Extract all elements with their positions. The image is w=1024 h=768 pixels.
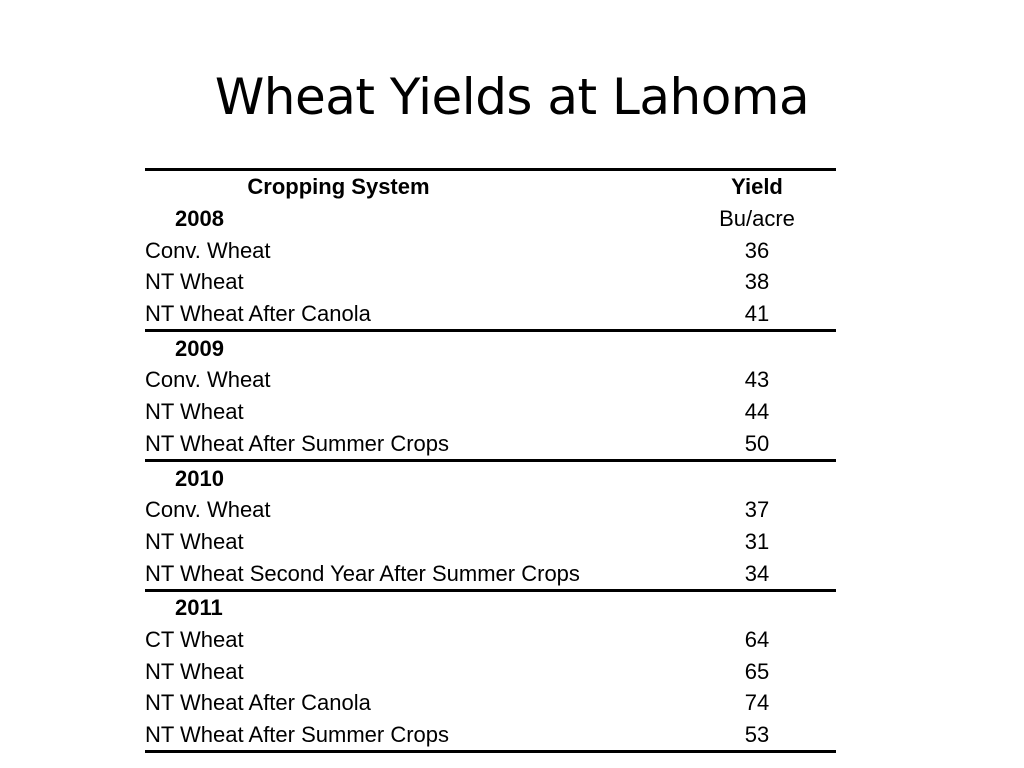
cropping-system-cell: NT Wheat After Summer Crops xyxy=(145,427,682,463)
yield-cell: 74 xyxy=(744,690,770,716)
yield-cell: 53 xyxy=(682,718,836,754)
table-row: NT Wheat 38 xyxy=(145,266,836,298)
year-label: 2009 xyxy=(175,335,224,361)
yield-cell: 50 xyxy=(682,427,836,463)
table-row: Conv. Wheat 37 xyxy=(145,494,836,526)
yield-cell: 44 xyxy=(744,399,770,425)
table-body: 2008 Bu/acre Conv. Wheat 36 NT Wheat 38 NT Whe… xyxy=(145,203,836,754)
table-row: NT Wheat Second Year After Summer Crops 3… xyxy=(145,557,836,592)
table-row: NT Wheat 44 xyxy=(145,396,836,428)
yield-cell: 31 xyxy=(744,528,770,554)
table-row: Conv. Wheat 43 xyxy=(145,364,836,396)
yield-unit: Bu/acre xyxy=(719,206,795,232)
year-row: 2011 xyxy=(145,590,836,623)
cropping-system-cell: NT Wheat xyxy=(145,269,244,295)
table-row: NT Wheat After Summer Crops 50 xyxy=(145,427,836,463)
header-cropping-system: Cropping System xyxy=(247,174,430,200)
header-yield: Yield xyxy=(731,174,783,200)
table-row: NT Wheat After Summer Crops 53 xyxy=(145,718,836,754)
table-row: NT Wheat After Canola 74 xyxy=(145,687,836,719)
cropping-system-cell: NT Wheat Second Year After Summer Crops xyxy=(145,557,682,592)
header-row: Cropping System Yield xyxy=(145,170,836,203)
table-row: CT Wheat 64 xyxy=(145,624,836,656)
cropping-system-cell: NT Wheat xyxy=(145,528,244,554)
yield-cell: 37 xyxy=(744,497,770,523)
year-label: 2010 xyxy=(175,465,224,491)
cropping-system-cell: Conv. Wheat xyxy=(145,237,271,263)
year-row: 2008 Bu/acre xyxy=(145,203,836,235)
yield-cell: 41 xyxy=(682,297,836,333)
cropping-system-cell: CT Wheat xyxy=(145,626,244,652)
cropping-system-cell: Conv. Wheat xyxy=(145,497,271,523)
yield-table-container: Cropping System Yield 2008 Bu/acre Conv. W… xyxy=(145,168,836,754)
yield-table: Cropping System Yield 2008 Bu/acre Conv. W… xyxy=(145,168,836,754)
yield-cell: 36 xyxy=(744,237,770,263)
yield-cell: 43 xyxy=(744,367,770,393)
cropping-system-cell: NT Wheat After Canola xyxy=(145,297,682,333)
year-row-spacer xyxy=(682,461,836,494)
year-label: 2008 xyxy=(175,206,224,232)
table-row: NT Wheat After Canola 41 xyxy=(145,297,836,333)
year-label: 2011 xyxy=(175,595,223,621)
table-row: NT Wheat 65 xyxy=(145,655,836,687)
year-row: 2010 xyxy=(145,461,836,494)
yield-cell: 34 xyxy=(682,557,836,592)
cropping-system-cell: Conv. Wheat xyxy=(145,367,271,393)
cropping-system-cell: NT Wheat xyxy=(145,399,244,425)
yield-cell: 64 xyxy=(744,626,770,652)
cropping-system-cell: NT Wheat xyxy=(145,658,244,684)
cropping-system-cell: NT Wheat After Summer Crops xyxy=(145,718,682,754)
cropping-system-cell: NT Wheat After Canola xyxy=(145,690,371,716)
table-row: NT Wheat 31 xyxy=(145,526,836,558)
slide-title: Wheat Yields at Lahoma xyxy=(214,68,810,126)
yield-cell: 65 xyxy=(744,658,770,684)
year-row-spacer xyxy=(682,331,836,364)
year-row: 2009 xyxy=(145,331,836,364)
table-row: Conv. Wheat 36 xyxy=(145,234,836,266)
yield-cell: 38 xyxy=(744,269,770,295)
year-row-spacer xyxy=(682,590,836,623)
